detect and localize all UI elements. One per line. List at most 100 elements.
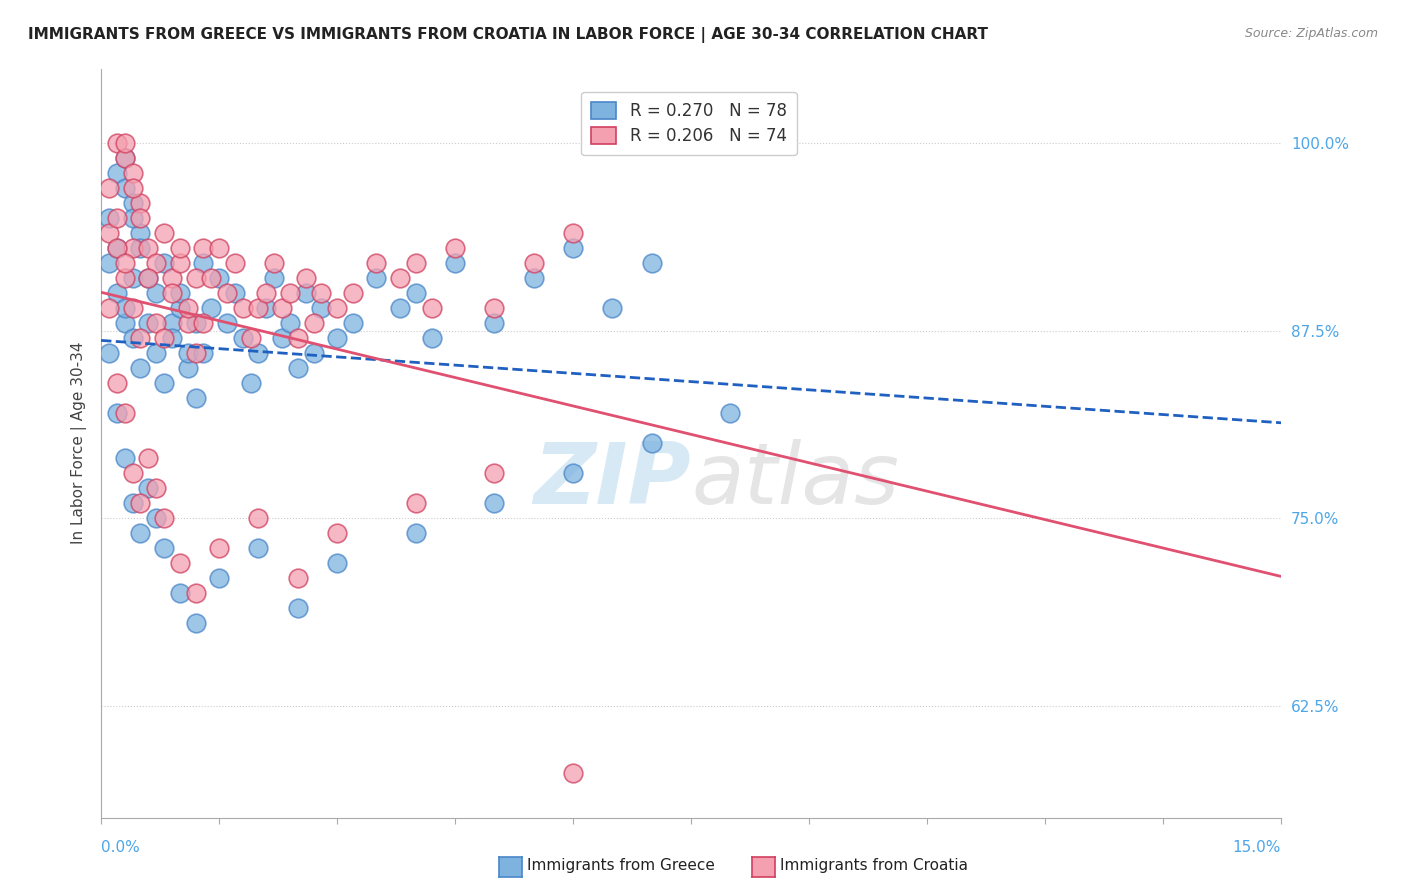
Point bbox=[271, 331, 294, 345]
Point bbox=[208, 271, 231, 285]
Point bbox=[169, 556, 191, 570]
Point bbox=[342, 316, 364, 330]
Point bbox=[193, 316, 215, 330]
Point bbox=[366, 271, 388, 285]
Point bbox=[444, 256, 467, 270]
Point bbox=[294, 286, 316, 301]
Point bbox=[484, 496, 506, 510]
Point bbox=[145, 511, 167, 525]
Point bbox=[176, 301, 198, 316]
Point bbox=[98, 256, 121, 270]
Point bbox=[326, 526, 349, 541]
Point bbox=[129, 331, 152, 345]
Point bbox=[193, 346, 215, 360]
Point bbox=[263, 256, 285, 270]
Point bbox=[720, 406, 742, 420]
Point bbox=[114, 152, 136, 166]
Point bbox=[105, 241, 128, 255]
Point bbox=[105, 136, 128, 151]
Point bbox=[342, 286, 364, 301]
Point bbox=[145, 316, 167, 330]
Point bbox=[326, 301, 349, 316]
Point bbox=[145, 256, 167, 270]
Point bbox=[484, 301, 506, 316]
Point bbox=[247, 541, 270, 556]
Point bbox=[153, 376, 176, 391]
Point bbox=[247, 511, 270, 525]
Point bbox=[278, 286, 301, 301]
Point bbox=[114, 256, 136, 270]
Point bbox=[114, 181, 136, 195]
Point bbox=[145, 481, 167, 495]
Point bbox=[98, 301, 121, 316]
Point bbox=[114, 316, 136, 330]
Point bbox=[184, 616, 207, 631]
Point bbox=[641, 436, 664, 450]
Point bbox=[278, 316, 301, 330]
Point bbox=[523, 256, 546, 270]
Point bbox=[200, 271, 222, 285]
Point bbox=[153, 256, 176, 270]
Point bbox=[136, 451, 159, 466]
Point bbox=[405, 256, 427, 270]
Point bbox=[224, 256, 246, 270]
Point bbox=[98, 211, 121, 226]
Point bbox=[136, 271, 159, 285]
Point bbox=[176, 316, 198, 330]
Legend: R = 0.270   N = 78, R = 0.206   N = 74: R = 0.270 N = 78, R = 0.206 N = 74 bbox=[582, 92, 797, 155]
Point bbox=[169, 301, 191, 316]
Point bbox=[136, 316, 159, 330]
Point bbox=[184, 271, 207, 285]
Point bbox=[129, 496, 152, 510]
Point bbox=[105, 376, 128, 391]
Point bbox=[254, 286, 277, 301]
Point bbox=[98, 346, 121, 360]
Text: ZIP: ZIP bbox=[533, 439, 692, 522]
Point bbox=[105, 406, 128, 420]
Point bbox=[160, 316, 183, 330]
Point bbox=[326, 556, 349, 570]
Point bbox=[562, 227, 585, 241]
Point bbox=[114, 451, 136, 466]
Text: Immigrants from Croatia: Immigrants from Croatia bbox=[780, 858, 969, 872]
Point bbox=[129, 211, 152, 226]
Point bbox=[208, 241, 231, 255]
Point bbox=[153, 541, 176, 556]
Y-axis label: In Labor Force | Age 30-34: In Labor Force | Age 30-34 bbox=[72, 342, 87, 544]
Point bbox=[200, 301, 222, 316]
Point bbox=[129, 196, 152, 211]
Point bbox=[129, 361, 152, 376]
Point bbox=[169, 256, 191, 270]
Point bbox=[405, 526, 427, 541]
Text: 15.0%: 15.0% bbox=[1233, 840, 1281, 855]
Point bbox=[239, 376, 262, 391]
Point bbox=[153, 227, 176, 241]
Point bbox=[136, 241, 159, 255]
Point bbox=[169, 586, 191, 600]
Point bbox=[121, 331, 143, 345]
Point bbox=[389, 271, 412, 285]
Point bbox=[562, 241, 585, 255]
Point bbox=[105, 211, 128, 226]
Point bbox=[129, 227, 152, 241]
Point bbox=[215, 286, 238, 301]
Point bbox=[176, 361, 198, 376]
Point bbox=[193, 256, 215, 270]
Point bbox=[247, 301, 270, 316]
Point bbox=[184, 316, 207, 330]
Point bbox=[160, 286, 183, 301]
Point bbox=[484, 316, 506, 330]
Point bbox=[121, 166, 143, 180]
Point bbox=[232, 331, 254, 345]
Point bbox=[562, 466, 585, 480]
Point bbox=[389, 301, 412, 316]
Point bbox=[121, 496, 143, 510]
Point bbox=[136, 271, 159, 285]
Point bbox=[302, 346, 325, 360]
Point bbox=[105, 166, 128, 180]
Text: Source: ZipAtlas.com: Source: ZipAtlas.com bbox=[1244, 27, 1378, 40]
Point bbox=[405, 286, 427, 301]
Point bbox=[208, 571, 231, 585]
Point bbox=[169, 286, 191, 301]
Point bbox=[184, 586, 207, 600]
